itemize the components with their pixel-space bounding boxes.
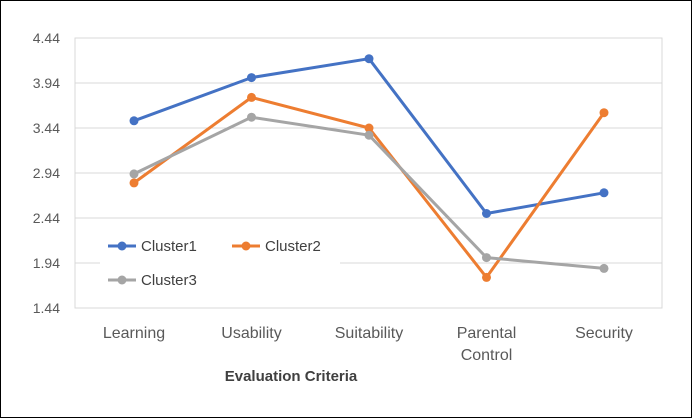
legend-swatch-marker: [117, 275, 127, 285]
data-point-cluster3: [482, 253, 491, 263]
data-point-cluster3: [129, 169, 139, 179]
data-point-cluster1: [599, 188, 609, 198]
data-point-cluster2: [364, 123, 374, 133]
y-tick-label: 3.94: [33, 75, 60, 91]
x-category-label: Control: [461, 347, 513, 364]
data-point-cluster2: [482, 272, 491, 282]
data-point-cluster3: [247, 112, 256, 122]
y-tick-label: 1.94: [33, 255, 60, 271]
x-category-label: Suitability: [335, 325, 403, 342]
legend-label: Cluster3: [141, 272, 197, 289]
x-category-label: Learning: [103, 325, 165, 342]
x-category-label: Usability: [221, 325, 281, 342]
y-tick-label: 2.44: [33, 210, 60, 226]
x-category-label: Parental: [457, 325, 517, 342]
y-tick-label: 1.44: [33, 300, 60, 316]
data-point-cluster3: [599, 263, 609, 273]
legend-swatch-marker: [117, 241, 127, 251]
data-point-cluster2: [247, 92, 256, 102]
legend-label: Cluster2: [265, 238, 321, 255]
data-point-cluster1: [482, 209, 491, 218]
y-tick-label: 3.44: [33, 120, 60, 136]
data-point-cluster3: [364, 130, 374, 140]
y-tick-label: 4.44: [33, 30, 60, 46]
data-point-cluster1: [364, 54, 374, 64]
legend-swatch-marker: [241, 241, 251, 251]
data-point-cluster2: [599, 108, 609, 118]
y-tick-label: 2.94: [33, 165, 60, 181]
legend-box: [100, 232, 340, 294]
legend-label: Cluster1: [141, 238, 197, 255]
data-point-cluster1: [129, 116, 139, 126]
data-point-cluster2: [129, 178, 139, 188]
x-category-label: Security: [575, 325, 633, 342]
data-point-cluster1: [247, 73, 256, 83]
x-axis-title: Evaluation Criteria: [225, 368, 358, 385]
